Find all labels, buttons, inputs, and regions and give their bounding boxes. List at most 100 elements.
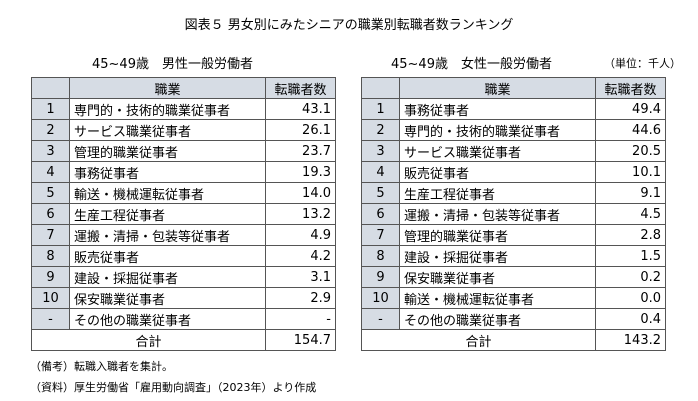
total-value: 143.2 [595, 329, 666, 351]
occupation-cell: 運搬・清掃・包装等従事者 [399, 203, 596, 225]
value-cell: 26.1 [265, 119, 336, 141]
header-rank-cell [361, 77, 400, 99]
occupation-cell: 建設・採掘従事者 [399, 245, 596, 267]
header-value: 転職者数 [595, 77, 666, 99]
rank-cell: - [31, 308, 70, 330]
total-value: 154.7 [265, 329, 336, 351]
header-occupation: 職業 [69, 77, 266, 99]
note-remarks: （備考）転職入職者を集計。 [30, 360, 173, 373]
value-cell: 0.2 [595, 266, 666, 288]
value-cell: 43.1 [265, 98, 336, 120]
table-row: 4 事務従事者 19.3 [31, 161, 336, 183]
rank-cell: 4 [361, 161, 400, 183]
value-cell: 4.9 [265, 224, 336, 246]
value-cell: 10.1 [595, 161, 666, 183]
value-cell: 13.2 [265, 203, 336, 225]
occupation-cell: 建設・採掘従事者 [69, 266, 266, 288]
unit-label: （単位：千人） [604, 57, 681, 70]
total-row: 合計 154.7 [31, 329, 336, 351]
rank-cell: 3 [31, 140, 70, 162]
value-cell: 2.9 [265, 287, 336, 309]
value-cell: 44.6 [595, 119, 666, 141]
table-row: 9 建設・採掘従事者 3.1 [31, 266, 336, 288]
table-row: 2 専門的・技術的職業従事者 44.6 [361, 119, 666, 141]
occupation-cell: 生産工程従事者 [69, 203, 266, 225]
rank-cell: 9 [31, 266, 70, 288]
table-row: 8 建設・採掘従事者 1.5 [361, 245, 666, 267]
table-header-row: 職業 転職者数 [31, 77, 336, 99]
table-header-row: 職業 転職者数 [361, 77, 666, 99]
occupation-cell: サービス職業従事者 [69, 119, 266, 141]
table-row: 5 輸送・機械運転従事者 14.0 [31, 182, 336, 204]
total-label: 合計 [31, 329, 266, 351]
rank-cell: 10 [361, 287, 400, 309]
rank-cell: 7 [361, 224, 400, 246]
rank-cell: 2 [31, 119, 70, 141]
table-row: 1 事務従事者 49.4 [361, 98, 666, 120]
value-cell: 4.5 [595, 203, 666, 225]
value-cell: 49.4 [595, 98, 666, 120]
table-row: 3 サービス職業従事者 20.5 [361, 140, 666, 162]
rank-cell: - [361, 308, 400, 330]
table-row: 10 輸送・機械運転従事者 0.0 [361, 287, 666, 309]
value-cell: 20.5 [595, 140, 666, 162]
occupation-cell: サービス職業従事者 [399, 140, 596, 162]
table-row: 7 管理的職業従事者 2.8 [361, 224, 666, 246]
occupation-cell: 管理的職業従事者 [399, 224, 596, 246]
male-ranking-table: 職業 転職者数 1 専門的・技術的職業従事者 43.1 2 サービス職業従事者 26.1 3 管理… [31, 77, 336, 351]
table-row: 4 販売従事者 10.1 [361, 161, 666, 183]
rank-cell: 3 [361, 140, 400, 162]
value-cell: 19.3 [265, 161, 336, 183]
table-row: 2 サービス職業従事者 26.1 [31, 119, 336, 141]
rank-cell: 5 [361, 182, 400, 204]
value-cell: 2.8 [595, 224, 666, 246]
value-cell: 0.0 [595, 287, 666, 309]
value-cell: 9.1 [595, 182, 666, 204]
occupation-cell: 事務従事者 [399, 98, 596, 120]
female-ranking-table: 職業 転職者数 1 事務従事者 49.4 2 専門的・技術的職業従事者 44.6 3 サービス職業… [361, 77, 666, 351]
rank-cell: 6 [361, 203, 400, 225]
figure-title: 図表５ 男女別にみたシニアの職業別転職者数ランキング [184, 18, 514, 33]
rank-cell: 1 [31, 98, 70, 120]
rank-cell: 10 [31, 287, 70, 309]
value-cell: 1.5 [595, 245, 666, 267]
rank-cell: 1 [361, 98, 400, 120]
value-cell: 0.4 [595, 308, 666, 330]
rank-cell: 5 [31, 182, 70, 204]
table-row: 6 運搬・清掃・包装等従事者 4.5 [361, 203, 666, 225]
total-row: 合計 143.2 [361, 329, 666, 351]
header-occupation: 職業 [399, 77, 596, 99]
value-cell: 4.2 [265, 245, 336, 267]
occupation-cell: 専門的・技術的職業従事者 [399, 119, 596, 141]
occupation-cell: 管理的職業従事者 [69, 140, 266, 162]
occupation-cell: その他の職業従事者 [69, 308, 266, 330]
table-row: 10 保安職業従事者 2.9 [31, 287, 336, 309]
occupation-cell: 販売従事者 [69, 245, 266, 267]
occupation-cell: 販売従事者 [399, 161, 596, 183]
table-row: 9 保安職業従事者 0.2 [361, 266, 666, 288]
occupation-cell: 専門的・技術的職業従事者 [69, 98, 266, 120]
table-row: 8 販売従事者 4.2 [31, 245, 336, 267]
occupation-cell: 保安職業従事者 [399, 266, 596, 288]
rank-cell: 4 [31, 161, 70, 183]
occupation-cell: 輸送・機械運転従事者 [399, 287, 596, 309]
rank-cell: 6 [31, 203, 70, 225]
occupation-cell: 輸送・機械運転従事者 [69, 182, 266, 204]
female-table-subtitle: 45~49歳 女性一般労働者 [391, 57, 552, 72]
total-label: 合計 [361, 329, 596, 351]
value-cell: 3.1 [265, 266, 336, 288]
occupation-cell: 保安職業従事者 [69, 287, 266, 309]
rank-cell: 8 [361, 245, 400, 267]
header-rank-cell [31, 77, 70, 99]
value-cell: - [265, 308, 336, 330]
table-row: 3 管理的職業従事者 23.7 [31, 140, 336, 162]
header-value: 転職者数 [265, 77, 336, 99]
table-row: - その他の職業従事者 0.4 [361, 308, 666, 330]
rank-cell: 2 [361, 119, 400, 141]
value-cell: 23.7 [265, 140, 336, 162]
male-table-subtitle: 45~49歳 男性一般労働者 [92, 57, 253, 72]
rank-cell: 9 [361, 266, 400, 288]
rank-cell: 8 [31, 245, 70, 267]
note-source: （資料）厚生労働省「雇用動向調査」（2023年）より作成 [30, 381, 317, 394]
value-cell: 14.0 [265, 182, 336, 204]
